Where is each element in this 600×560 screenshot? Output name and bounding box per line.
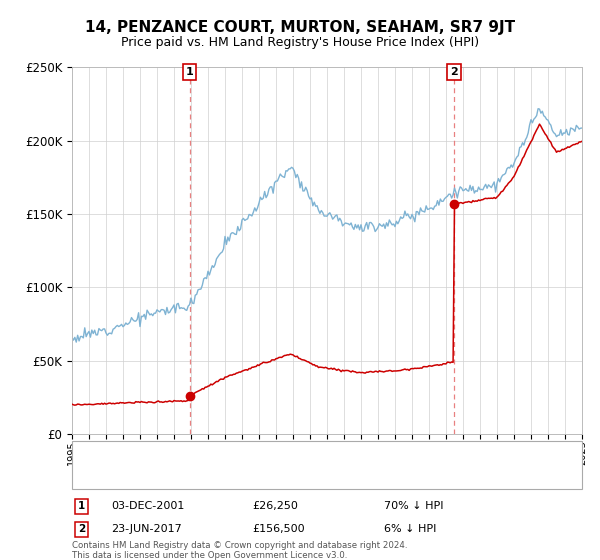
Text: 6% ↓ HPI: 6% ↓ HPI — [384, 524, 436, 534]
Text: 14, PENZANCE COURT, MURTON, SEAHAM, SR7 9JT (detached house): 14, PENZANCE COURT, MURTON, SEAHAM, SR7 … — [126, 449, 485, 459]
Text: £156,500: £156,500 — [252, 524, 305, 534]
Text: 70% ↓ HPI: 70% ↓ HPI — [384, 501, 443, 511]
Text: 03-DEC-2001: 03-DEC-2001 — [111, 501, 184, 511]
Text: This data is licensed under the Open Government Licence v3.0.: This data is licensed under the Open Gov… — [72, 551, 347, 560]
Text: 2: 2 — [78, 524, 85, 534]
Text: Contains HM Land Registry data © Crown copyright and database right 2024.: Contains HM Land Registry data © Crown c… — [72, 541, 407, 550]
Text: 14, PENZANCE COURT, MURTON, SEAHAM, SR7 9JT: 14, PENZANCE COURT, MURTON, SEAHAM, SR7 … — [85, 20, 515, 35]
Text: 1: 1 — [78, 501, 85, 511]
Text: 23-JUN-2017: 23-JUN-2017 — [111, 524, 182, 534]
Text: 2: 2 — [450, 67, 458, 77]
Text: Price paid vs. HM Land Registry's House Price Index (HPI): Price paid vs. HM Land Registry's House … — [121, 36, 479, 49]
Text: HPI: Average price, detached house, County Durham: HPI: Average price, detached house, Coun… — [126, 471, 401, 480]
Text: £26,250: £26,250 — [252, 501, 298, 511]
Text: 1: 1 — [186, 67, 194, 77]
